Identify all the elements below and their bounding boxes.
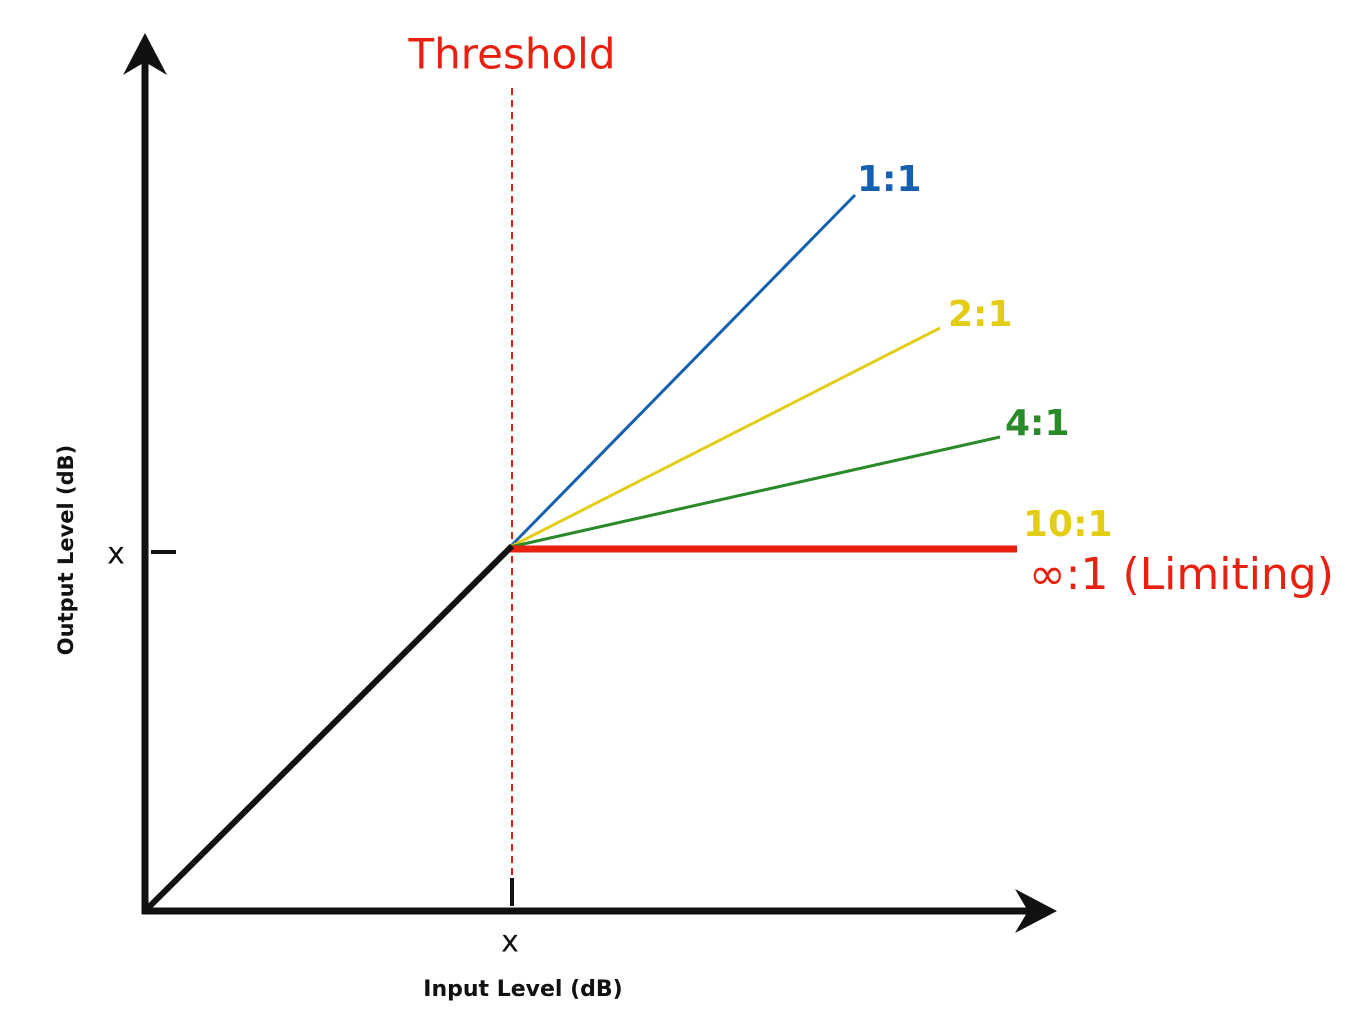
unity-line <box>142 543 515 914</box>
ratio-label: 2:1 <box>948 294 1013 335</box>
y-tick-label: x <box>107 537 125 572</box>
x-tick-label: x <box>501 925 519 960</box>
ratio-label: 4:1 <box>1005 403 1070 444</box>
y-axis-arrow <box>123 33 167 75</box>
y-axis-label: Output Level (dB) <box>54 445 78 655</box>
x-axis-arrow <box>1015 889 1057 933</box>
ratio-line <box>509 435 1001 549</box>
ratio-label: 10:1 <box>1023 504 1113 545</box>
ratio-line <box>509 326 941 549</box>
ratio-label: 1:1 <box>857 159 922 200</box>
ratio-label: ∞:1 (Limiting) <box>1029 549 1334 600</box>
ratio-line <box>508 193 857 549</box>
x-axis-label: Input Level (dB) <box>423 977 622 1002</box>
threshold-label: Threshold <box>408 30 616 79</box>
